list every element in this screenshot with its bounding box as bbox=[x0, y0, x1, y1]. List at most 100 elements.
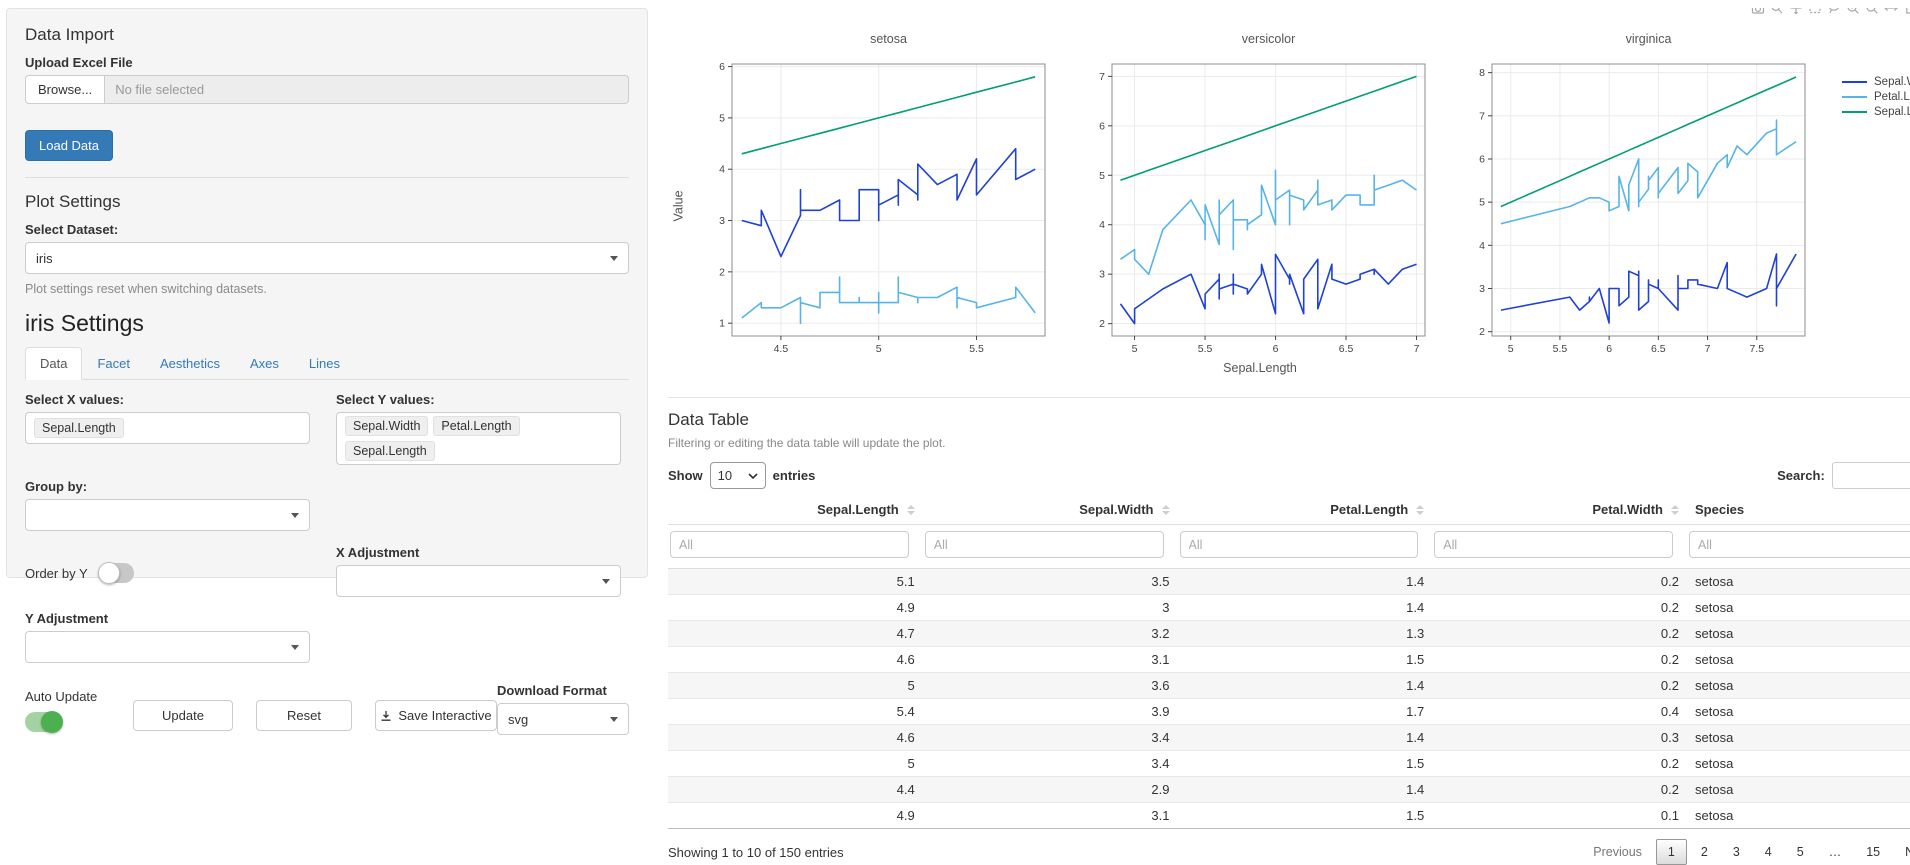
table-cell[interactable]: 0.2 bbox=[1432, 620, 1687, 647]
facet-plot-setosa[interactable]: 1 2 3 4 5 6 4.5 5 5.5 bbox=[690, 56, 1070, 358]
page-length-select[interactable]: 10 bbox=[709, 462, 766, 489]
browse-button[interactable]: Browse... bbox=[25, 75, 106, 104]
table-cell[interactable]: setosa bbox=[1687, 802, 1910, 829]
table-cell[interactable]: 0.1 bbox=[1432, 802, 1687, 829]
update-button[interactable]: Update bbox=[133, 700, 233, 731]
filter-input-petal-length[interactable] bbox=[1179, 531, 1419, 558]
table-cell[interactable]: 4.9 bbox=[668, 594, 923, 621]
lasso-select-icon[interactable] bbox=[1827, 8, 1841, 15]
filter-input-species[interactable] bbox=[1689, 531, 1910, 558]
save-interactive-button[interactable]: Save Interactive bbox=[375, 700, 497, 731]
table-cell[interactable]: 4.9 bbox=[668, 802, 923, 829]
zoom-in-icon[interactable] bbox=[1846, 8, 1860, 15]
table-cell[interactable]: 1.4 bbox=[1177, 672, 1433, 699]
facet-plot-versicolor[interactable]: 2 3 4 5 6 7 5 5.5 6 6.5 7 bbox=[1070, 56, 1450, 358]
table-cell[interactable]: 5.1 bbox=[668, 568, 923, 595]
x-values-input[interactable]: Sepal.Length bbox=[25, 412, 310, 444]
table-cell[interactable]: 5.4 bbox=[668, 698, 923, 725]
filter-input-sepal-length[interactable] bbox=[670, 531, 909, 558]
table-cell[interactable]: 4.6 bbox=[668, 646, 923, 673]
table-cell[interactable]: setosa bbox=[1687, 724, 1910, 751]
dataset-select[interactable]: iris bbox=[25, 242, 629, 274]
pagination-page-3[interactable]: 3 bbox=[1732, 845, 1740, 859]
table-cell[interactable]: 1.4 bbox=[1177, 724, 1433, 751]
table-cell[interactable]: 3.5 bbox=[922, 568, 1178, 595]
table-cell[interactable]: 4.4 bbox=[668, 776, 923, 803]
x-value-chip[interactable]: Sepal.Length bbox=[34, 418, 124, 438]
table-cell[interactable]: 3.6 bbox=[922, 672, 1178, 699]
table-cell[interactable]: setosa bbox=[1687, 776, 1910, 803]
table-cell[interactable]: setosa bbox=[1687, 672, 1910, 699]
legend-item-sepal-width[interactable]: Sepal.Width bbox=[1842, 76, 1910, 88]
pagination-page-2[interactable]: 2 bbox=[1700, 845, 1708, 859]
reset-button[interactable]: Reset bbox=[256, 700, 352, 731]
tab-axes[interactable]: Axes bbox=[249, 356, 279, 371]
tab-facet[interactable]: Facet bbox=[97, 356, 130, 371]
reset-axes-icon[interactable] bbox=[1903, 8, 1910, 15]
autoscale-icon[interactable] bbox=[1883, 8, 1898, 15]
table-cell[interactable]: 1.4 bbox=[1177, 594, 1433, 621]
table-cell[interactable]: 5 bbox=[668, 672, 923, 699]
table-cell[interactable]: 3.1 bbox=[922, 802, 1178, 829]
tab-data[interactable]: Data bbox=[25, 347, 83, 380]
table-cell[interactable]: setosa bbox=[1687, 568, 1910, 595]
y-adjustment-select[interactable] bbox=[25, 631, 310, 663]
search-input[interactable] bbox=[1831, 462, 1910, 489]
table-cell[interactable]: 3.9 bbox=[922, 698, 1178, 725]
camera-icon[interactable] bbox=[1751, 8, 1765, 15]
table-cell[interactable]: 0.2 bbox=[1432, 776, 1687, 803]
zoom-icon[interactable] bbox=[1770, 8, 1784, 15]
tab-lines[interactable]: Lines bbox=[308, 356, 340, 371]
table-cell[interactable]: 3 bbox=[922, 594, 1178, 621]
table-cell[interactable]: 0.2 bbox=[1432, 594, 1687, 621]
table-cell[interactable]: 1.5 bbox=[1177, 646, 1433, 673]
table-cell[interactable]: setosa bbox=[1687, 646, 1910, 673]
legend-item-petal-length[interactable]: Petal.Length bbox=[1842, 91, 1910, 103]
box-select-icon[interactable] bbox=[1808, 8, 1822, 15]
table-cell[interactable]: setosa bbox=[1687, 750, 1910, 777]
y-value-chip[interactable]: Sepal.Length bbox=[345, 441, 435, 461]
column-header-petal-width[interactable]: Petal.Width bbox=[1432, 495, 1687, 525]
table-cell[interactable]: 3.4 bbox=[922, 750, 1178, 777]
column-header-petal-length[interactable]: Petal.Length bbox=[1177, 495, 1433, 525]
table-cell[interactable]: 1.4 bbox=[1177, 776, 1433, 803]
legend-item-sepal-length[interactable]: Sepal.Length bbox=[1842, 106, 1910, 118]
table-cell[interactable]: 4.7 bbox=[668, 620, 923, 647]
auto-update-toggle[interactable] bbox=[25, 711, 63, 733]
pagination-previous[interactable]: Previous bbox=[1593, 845, 1642, 859]
y-values-input[interactable]: Sepal.Width Petal.Length Sepal.Length bbox=[336, 412, 621, 465]
table-cell[interactable]: 1.7 bbox=[1177, 698, 1433, 725]
table-cell[interactable]: 0.4 bbox=[1432, 698, 1687, 725]
table-cell[interactable]: 1.5 bbox=[1177, 802, 1433, 829]
filter-input-sepal-width[interactable] bbox=[924, 531, 1164, 558]
x-adjustment-select[interactable] bbox=[336, 565, 621, 597]
column-header-sepal-width[interactable]: Sepal.Width bbox=[922, 495, 1178, 525]
table-cell[interactable]: 0.2 bbox=[1432, 568, 1687, 595]
group-by-select[interactable] bbox=[25, 499, 310, 531]
table-cell[interactable]: 3.4 bbox=[922, 724, 1178, 751]
facet-plot-virginica[interactable]: 2 3 4 5 6 7 8 5 5.5 6 6.5 7 7.5 bbox=[1450, 56, 1830, 358]
download-format-select[interactable]: svg bbox=[497, 703, 629, 735]
table-cell[interactable]: 3.2 bbox=[922, 620, 1178, 647]
table-cell[interactable]: 0.2 bbox=[1432, 750, 1687, 777]
pagination-page-15[interactable]: 15 bbox=[1866, 845, 1881, 859]
pagination-page-4[interactable]: 4 bbox=[1764, 845, 1772, 859]
column-header-sepal-length[interactable]: Sepal.Length bbox=[668, 495, 923, 525]
table-cell[interactable]: 4.6 bbox=[668, 724, 923, 751]
table-cell[interactable]: setosa bbox=[1687, 620, 1910, 647]
table-cell[interactable]: 1.4 bbox=[1177, 568, 1433, 595]
table-cell[interactable]: 1.3 bbox=[1177, 620, 1433, 647]
pagination-page-5[interactable]: 5 bbox=[1796, 845, 1804, 859]
table-cell[interactable]: 2.9 bbox=[922, 776, 1178, 803]
table-cell[interactable]: 0.2 bbox=[1432, 672, 1687, 699]
table-cell[interactable]: 1.5 bbox=[1177, 750, 1433, 777]
y-value-chip[interactable]: Petal.Length bbox=[433, 416, 520, 436]
table-cell[interactable]: setosa bbox=[1687, 698, 1910, 725]
table-cell[interactable]: 0.3 bbox=[1432, 724, 1687, 751]
table-cell[interactable]: setosa bbox=[1687, 594, 1910, 621]
column-header-species[interactable]: Species bbox=[1687, 495, 1910, 525]
load-data-button[interactable]: Load Data bbox=[25, 130, 113, 161]
table-cell[interactable]: 3.1 bbox=[922, 646, 1178, 673]
pan-icon[interactable] bbox=[1789, 8, 1803, 15]
zoom-out-icon[interactable] bbox=[1865, 8, 1879, 15]
